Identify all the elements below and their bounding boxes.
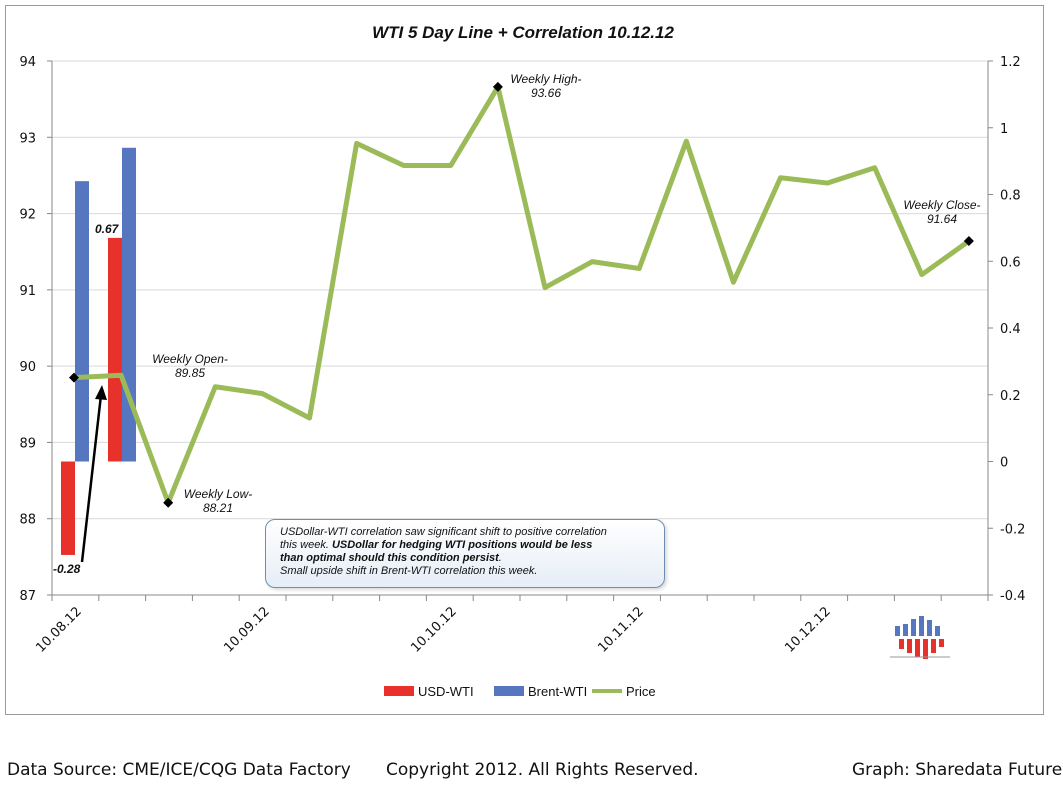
logo-bar-red [931, 639, 936, 653]
logo-bar-red [923, 639, 928, 659]
y-left-tick-label: 93 [19, 131, 36, 146]
footer-credit: Graph: Sharedata Futures [852, 760, 1063, 780]
x-tick-label: 10.11.12 [595, 604, 647, 656]
bar-brent-wti [75, 181, 89, 462]
y-left-tick-label: 90 [19, 360, 36, 375]
y-right-tick-label: 0 [1000, 456, 1008, 471]
annotation-arrow-shaft [80, 394, 103, 563]
annotation-title: Weekly Close- [903, 198, 980, 212]
logo-bar-blue [927, 620, 932, 636]
chart-frame [5, 5, 1044, 715]
bar-usd-wti [108, 237, 122, 462]
logo-bar-blue [919, 616, 924, 636]
bar-label-usd-2: 0.67 [95, 222, 120, 236]
logo-bar-blue [895, 626, 900, 636]
legend-swatch-brent-wti [494, 686, 524, 696]
legend-label: USD-WTI [418, 684, 474, 699]
logo-bar-red [915, 639, 920, 657]
y-left-tick-label: 87 [19, 589, 36, 604]
note-line-2b: USDollar for hedging WTI positions would… [331, 539, 593, 551]
y-right-tick-label: -0.2 [1000, 522, 1025, 537]
y-right-tick-label: 1.2 [1000, 55, 1021, 70]
y-left-tick-label: 94 [19, 55, 36, 70]
legend-swatch-usd-wti [384, 686, 414, 696]
note-line-3b: than optimal should this condition persi… [280, 552, 499, 564]
annotation-value: 91.64 [927, 212, 957, 226]
logo-bar-red [899, 639, 904, 649]
note-line-4: Small upside shift in Brent-WTI correlat… [280, 565, 538, 577]
footer-source: Data Source: CME/ICE/CQG Data Factory [7, 760, 351, 780]
x-tick-label: 10.08.12 [33, 604, 85, 656]
x-tick-label: 10.09.12 [221, 604, 273, 656]
price-marker [69, 372, 79, 383]
y-right-tick-label: 0.8 [1000, 189, 1021, 204]
note-line-3c: . [498, 552, 502, 564]
y-right-tick-label: 0.6 [1000, 255, 1021, 270]
annotation-value: 88.21 [203, 501, 233, 515]
logo-bar-red [939, 639, 944, 647]
y-right-tick-label: 0.4 [1000, 322, 1021, 337]
x-tick-label: 10.10.12 [408, 604, 460, 656]
logo-bar-blue [935, 626, 940, 636]
logo-bar-blue [903, 624, 908, 636]
y-right-tick-label: 0.2 [1000, 389, 1021, 404]
y-right-tick-label: 1 [1000, 122, 1008, 137]
y-left-tick-label: 89 [19, 436, 36, 451]
legend-label: Brent-WTI [528, 684, 587, 699]
price-marker [492, 81, 503, 92]
bar-usd-wti [61, 461, 75, 555]
y-right-tick-label: -0.4 [1000, 589, 1025, 604]
price-line [73, 84, 971, 506]
x-tick-label: 10.12.12 [782, 604, 834, 656]
annotation-value: 89.85 [175, 366, 205, 380]
note-line-1: USDollar-WTI correlation saw significant… [280, 526, 607, 538]
y-left-tick-label: 91 [19, 284, 36, 299]
annotation-note-box: USDollar-WTI correlation saw significant… [265, 519, 665, 588]
note-line-2a: this week. [280, 539, 332, 551]
annotation-title: Weekly Open- [152, 352, 228, 366]
legend-label: Price [626, 684, 656, 699]
y-left-tick-label: 92 [19, 208, 36, 223]
annotation-value: 93.66 [531, 86, 561, 100]
chart-title: WTI 5 Day Line + Correlation 10.12.12 [372, 23, 674, 42]
bar-label-usd-1: -0.28 [53, 562, 81, 576]
annotation-title: Weekly High- [510, 72, 581, 86]
price-marker [963, 236, 974, 247]
annotation-arrow-head [95, 385, 107, 400]
logo-bar-red [907, 639, 912, 653]
price-marker [163, 497, 174, 508]
logo-bar-blue [911, 619, 916, 636]
footer-copyright: Copyright 2012. All Rights Reserved. [386, 760, 699, 780]
annotation-title: Weekly Low- [184, 487, 252, 501]
y-left-tick-label: 88 [19, 513, 36, 528]
